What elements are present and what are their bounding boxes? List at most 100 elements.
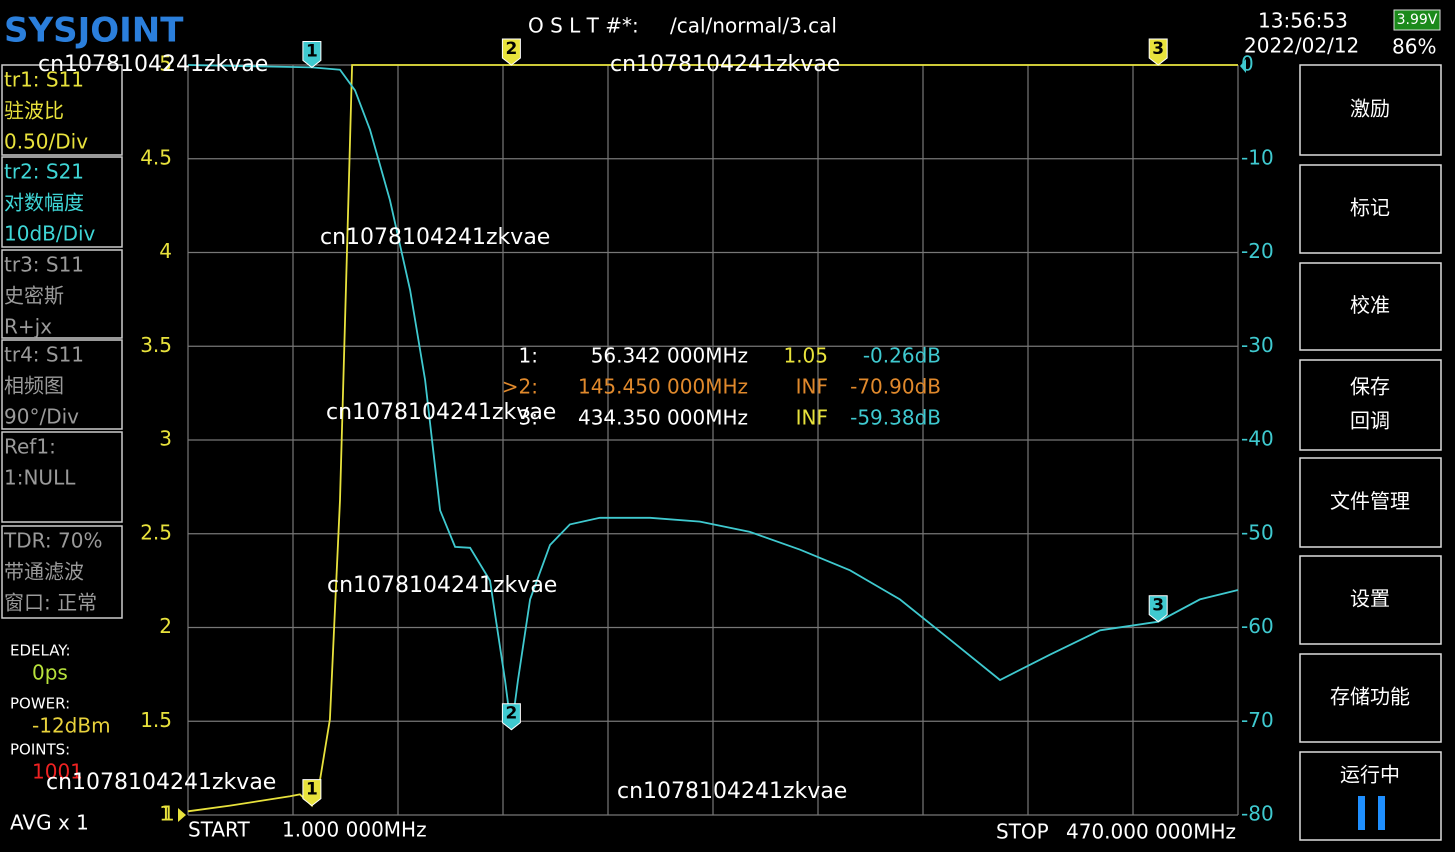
time: 13:56:53 [1258, 9, 1348, 33]
marker-shape [501, 703, 521, 731]
watermark: cn1078104241zkvae [320, 225, 550, 250]
marker-table-cell: -0.26dB [863, 344, 941, 368]
menu-button-label: 标记 [1350, 196, 1390, 220]
trace-info: tr3: S11 [4, 253, 84, 277]
marker-shape [1148, 38, 1168, 66]
trace-info: 驻波比 [4, 99, 64, 123]
menu-button-label: 回调 [1350, 409, 1390, 433]
menu-button[interactable]: 标记 [1299, 164, 1442, 254]
trace-info: tr1: S11 [4, 68, 84, 92]
cal-mode: O S L T #*: [528, 14, 639, 38]
y-tick-label: 2.5 [140, 520, 172, 544]
marker-label: 2 [505, 39, 517, 59]
marker-shape [302, 40, 322, 69]
menu-button-frame [1299, 653, 1442, 743]
marker-table-cell: INF [796, 406, 828, 430]
stop-label: STOP [996, 820, 1049, 844]
trace-info: 相频图 [4, 374, 64, 398]
menu-button[interactable]: 存储功能 [1299, 653, 1442, 743]
marker-table-cell: 1: [519, 344, 538, 368]
menu-button[interactable]: 激励 [1299, 64, 1442, 156]
marker-table-cell: 3: [519, 406, 538, 430]
edelay-label: EDELAY: [10, 642, 71, 660]
menu-button-frame [1299, 262, 1442, 351]
points: 1001 [32, 760, 83, 784]
marker-flag: 3 [1148, 38, 1168, 66]
menu-button-frame [1299, 164, 1442, 254]
marker-flag: 2 [501, 703, 521, 731]
y2-tick-label: 0 [1241, 52, 1254, 76]
marker-shape [1148, 595, 1168, 623]
marker-flag: 1 [302, 779, 322, 807]
trace-info: 带通滤波 [4, 560, 84, 584]
marker-label: 2 [505, 704, 517, 724]
marker-flag: 2 [501, 38, 521, 66]
start-label: START [188, 818, 250, 842]
stop: 470.000 000MHz [1066, 820, 1236, 844]
trace-info: TDR: 70% [3, 529, 102, 553]
marker-flag: 3 [1148, 595, 1168, 623]
trace-info: 10dB/Div [4, 222, 96, 246]
trace-info: Ref1: [4, 435, 56, 459]
menu-button-frame [1299, 751, 1442, 841]
marker-flag: 1 [302, 40, 322, 69]
trace-box [1, 525, 123, 619]
marker-table-cell: 145.450 000MHz [578, 375, 748, 399]
avg: AVG x 1 [10, 811, 89, 835]
trace-box [1, 431, 123, 523]
logo: SYSJOINT [4, 11, 184, 51]
y2-tick-label: -20 [1241, 239, 1274, 263]
menu-button-label: 设置 [1350, 587, 1390, 611]
cal-file: /cal/normal/3.cal [670, 14, 837, 38]
y-tick-label: 3.5 [140, 333, 172, 357]
marker-table-cell: INF [796, 375, 828, 399]
marker-shape [302, 779, 322, 807]
y2-tick-label: -40 [1241, 427, 1274, 451]
points-label: POINTS: [10, 741, 70, 759]
ref-number: 1 [162, 802, 175, 826]
watermark: cn1078104241zkvae [46, 770, 276, 795]
marker-label: 3 [1152, 39, 1164, 59]
trace-info: 窗口: 正常 [4, 591, 97, 615]
trace-info: R+jx [4, 315, 52, 339]
y-tick-label: 5 [159, 52, 172, 76]
y-tick-label: 4.5 [140, 145, 172, 169]
run-icon [1378, 796, 1385, 830]
watermark: cn1078104241zkvae [327, 573, 557, 598]
marker-label: 1 [306, 41, 318, 61]
menu-button[interactable]: 运行中 [1299, 751, 1442, 841]
menu-button[interactable]: 设置 [1299, 555, 1442, 645]
y2-tick-label: -80 [1241, 802, 1274, 826]
trace [187, 64, 1239, 730]
ref-arrow [178, 808, 186, 822]
run-icon [1358, 796, 1365, 830]
watermark: cn1078104241zkvae [38, 52, 268, 77]
y-tick-label: 3 [159, 427, 172, 451]
battery [1393, 9, 1441, 31]
menu-button-label: 校准 [1350, 293, 1390, 317]
marker-shape [501, 38, 521, 66]
power: -12dBm [32, 714, 111, 738]
menu-button-frame [1299, 457, 1442, 548]
marker-label: 3 [1152, 596, 1164, 616]
trace-box [1, 249, 123, 339]
menu-button[interactable]: 文件管理 [1299, 457, 1442, 548]
menu-button-frame [1299, 64, 1442, 156]
menu-button-frame [1299, 359, 1442, 451]
marker-table-cell: 56.342 000MHz [591, 344, 748, 368]
trace-box [1, 64, 123, 156]
trace-info: 90°/Div [4, 405, 79, 429]
trace-box [1, 156, 123, 248]
menu-button-label: 存储功能 [1330, 685, 1410, 709]
menu-button[interactable]: 校准 [1299, 262, 1442, 351]
watermark: cn1078104241zkvae [617, 779, 847, 804]
trace-info: 对数幅度 [4, 191, 84, 215]
battery-percent: 86% [1392, 35, 1436, 59]
menu-button-frame [1299, 555, 1442, 645]
menu-button-label: 文件管理 [1330, 489, 1410, 513]
trace-box [1, 339, 123, 430]
marker-table-cell: 434.350 000MHz [578, 406, 748, 430]
